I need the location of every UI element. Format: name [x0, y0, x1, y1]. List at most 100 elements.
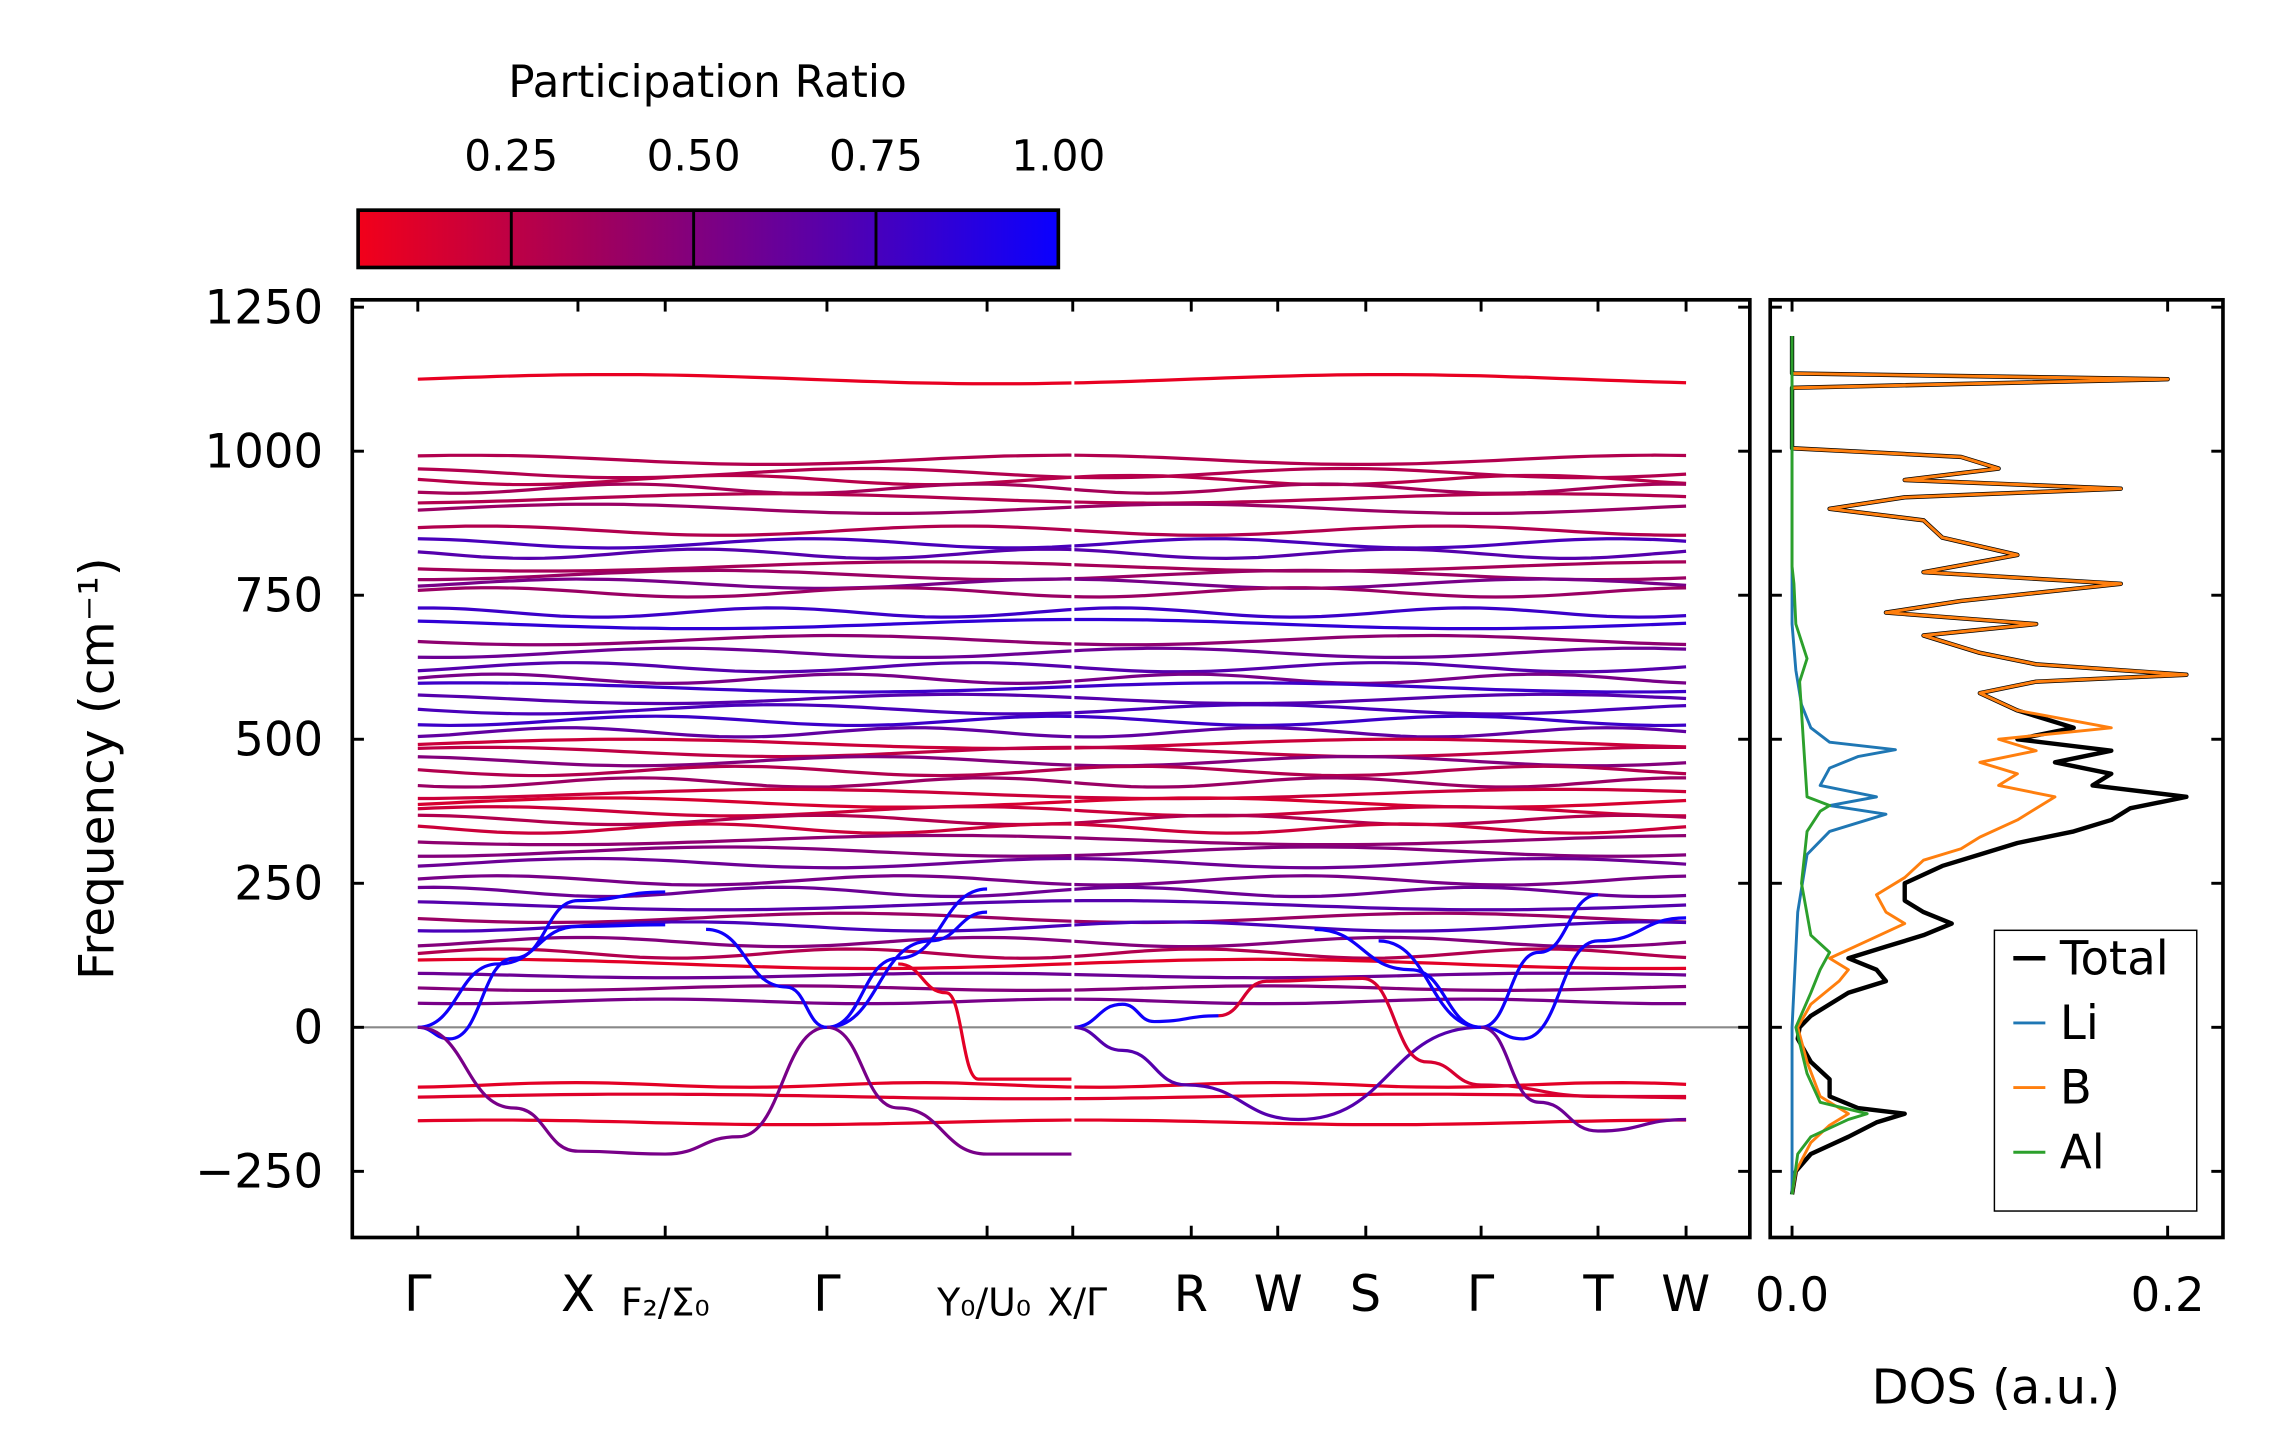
band-line — [417, 726, 1687, 739]
y-tick-label: 750 — [234, 569, 323, 623]
kpoint-label-s: S — [1350, 1265, 1381, 1323]
acoustic-branch-line — [1218, 976, 1687, 1099]
dos-x-tick-label: 0.2 — [2131, 1269, 2205, 1323]
band-line — [417, 586, 1687, 599]
y-tick-label: 1000 — [205, 425, 324, 479]
band-line — [417, 466, 1687, 480]
band-line — [417, 935, 1687, 949]
legend-label-li: Li — [2060, 997, 2099, 1051]
legend-box — [1993, 929, 2198, 1212]
band-line — [417, 899, 1687, 912]
band-line — [417, 971, 1687, 980]
band-line — [417, 1092, 1687, 1101]
kpoint-label-x-gamma: X/Γ — [1047, 1280, 1107, 1324]
band-line — [417, 776, 1687, 789]
acoustic-branch-line — [826, 1025, 1073, 1156]
kpoint-label-r: R — [1174, 1265, 1208, 1323]
band-line — [417, 833, 1687, 847]
acoustic-branch-line — [417, 1025, 828, 1156]
band-line — [417, 703, 1687, 716]
band-line — [417, 646, 1687, 660]
band-line — [417, 473, 1687, 487]
band-line — [417, 1118, 1687, 1127]
acoustic-branch-line — [1072, 1025, 1482, 1122]
y-tick-label: 500 — [234, 713, 323, 767]
colorbar-title: Participation Ratio — [508, 57, 907, 108]
colorbar-tick-label: 1.00 — [1011, 132, 1105, 181]
band-line — [417, 984, 1687, 993]
band-plot-frame — [350, 297, 1752, 1240]
band-line — [417, 692, 1687, 706]
band-line — [417, 920, 1687, 933]
kpoint-label-gamma-2: Γ — [813, 1265, 841, 1323]
band-line — [417, 874, 1687, 887]
band-line — [417, 577, 1687, 590]
dos-line-b — [1790, 335, 2188, 1195]
band-line — [417, 633, 1687, 647]
band-line — [417, 845, 1687, 858]
kpoint-label-w-1: W — [1254, 1265, 1303, 1323]
acoustic-branch-line — [1480, 1025, 1687, 1133]
colorbar-tick-label: 0.50 — [647, 132, 741, 181]
band-line — [417, 764, 1687, 778]
colorbar: Participation Ratio 0.25 0.50 0.75 1.00 — [356, 57, 1105, 270]
band-line — [417, 482, 1687, 495]
legend: Total Li B Al — [1993, 929, 2198, 1212]
acoustic-branch-line — [898, 962, 1073, 1081]
dos-line-al — [1790, 335, 1869, 1195]
band-line — [417, 661, 1687, 674]
band-line — [417, 911, 1687, 925]
colorbar-gradient — [356, 208, 1061, 270]
legend-label-total: Total — [2059, 932, 2169, 986]
legend-label-al: Al — [2060, 1126, 2105, 1180]
colorbar-tick-label: 0.75 — [829, 132, 923, 181]
kpoint-label-x: X — [561, 1265, 595, 1323]
kpoint-label-t: T — [1582, 1265, 1614, 1323]
band-line — [417, 957, 1687, 971]
band-structure-plot: −250 0 250 500 750 1000 1250 Frequency (cm⁻¹) — [70, 281, 2223, 1240]
band-line — [417, 492, 1687, 505]
band-line — [417, 617, 1687, 631]
acoustic-branch-line — [417, 890, 666, 1041]
y-tick-label: −250 — [195, 1145, 323, 1199]
band-line — [417, 997, 1687, 1006]
band-line — [417, 745, 1687, 759]
kpoint-labels: Γ X F₂/Σ₀ Γ Y₀/U₀ X/Γ R W S Γ T W — [404, 1265, 1710, 1325]
band-line — [417, 787, 1687, 801]
acoustic-branch-line — [1314, 916, 1687, 1041]
band-line — [417, 453, 1687, 467]
band-line — [417, 805, 1687, 818]
band-line — [417, 560, 1687, 573]
kpoint-label-y0-u0: Y₀/U₀ — [936, 1280, 1031, 1324]
dos-x-tick-label: 0.0 — [1755, 1269, 1829, 1323]
band-line — [417, 547, 1687, 560]
kpoint-label-gamma-1: Γ — [404, 1265, 432, 1323]
acoustic-branch-line — [826, 887, 988, 1029]
band-line — [417, 524, 1687, 537]
band-line — [417, 822, 1687, 835]
dos-plot-frame — [1768, 297, 2225, 1240]
kpoint-label-w-2: W — [1661, 1265, 1710, 1323]
y-tick-label: 0 — [294, 1001, 324, 1055]
colorbar-tick-label: 0.25 — [464, 132, 558, 181]
band-line — [417, 537, 1687, 550]
kpoint-label-f2-sigma0: F₂/Σ₀ — [621, 1280, 710, 1324]
band-line — [417, 681, 1687, 694]
band-line — [417, 1080, 1687, 1089]
acoustic-branch-line — [417, 923, 666, 1029]
acoustic-branch-line — [1378, 893, 1599, 1029]
legend-label-b: B — [2060, 1062, 2092, 1116]
dos-plot: 0.0 0.2 DOS (a.u.) Total Li B Al — [1755, 297, 2225, 1416]
band-line — [417, 856, 1687, 870]
kpoint-label-gamma-3: Γ — [1467, 1265, 1495, 1323]
acoustic-branch-line — [826, 910, 988, 1029]
y-tick-label: 1250 — [205, 281, 324, 335]
y-tick-label: 250 — [234, 857, 323, 911]
band-line — [417, 885, 1687, 899]
acoustic-branch-line — [1072, 1002, 1219, 1029]
band-line — [417, 754, 1687, 768]
band-line — [417, 502, 1687, 515]
band-line — [417, 947, 1687, 960]
acoustic-branch-line — [705, 927, 828, 1029]
